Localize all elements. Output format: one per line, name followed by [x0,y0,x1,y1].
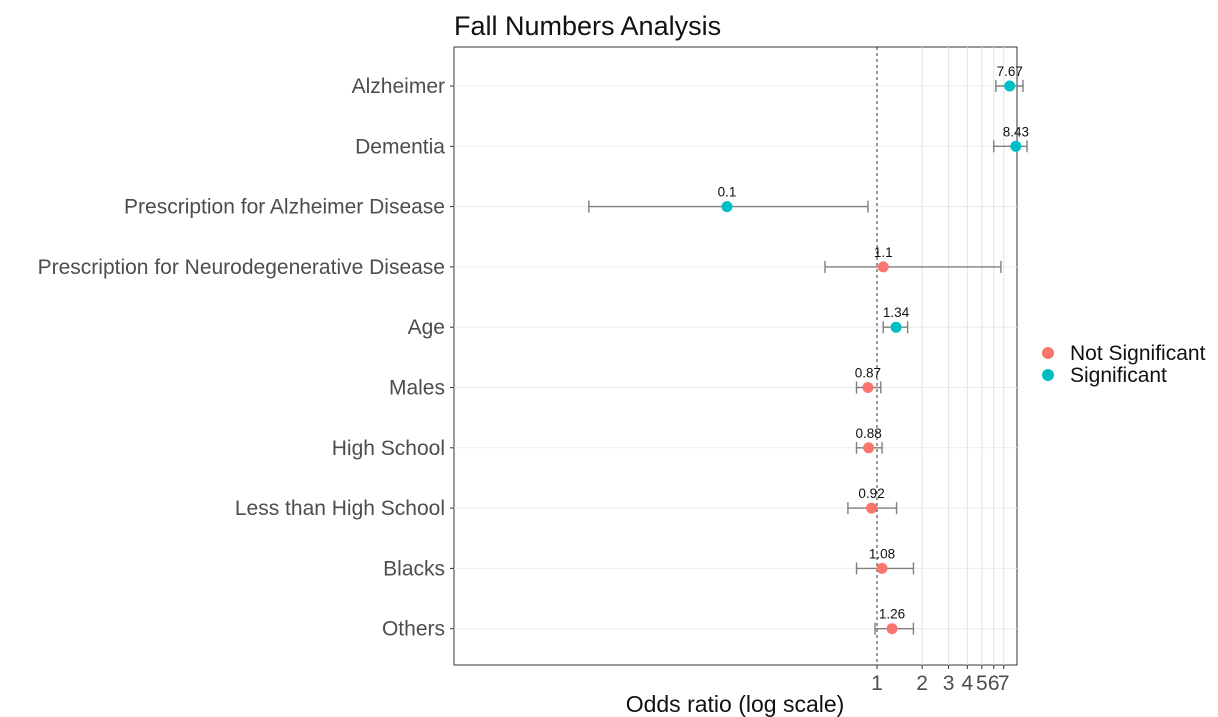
y-tick-label: High School [332,437,445,460]
y-tick-label: Dementia [355,135,445,158]
y-tick-label: Age [408,316,445,339]
data-point [876,562,888,574]
data-label: 1.26 [879,607,905,622]
data-point [890,321,902,333]
legend-label: Not Significant [1070,342,1206,365]
data-labels: 7.67 8.43 0.1 1.1 1.34 0.87 0.88 0.92 1.08 1.26 [718,64,1029,622]
y-tick-label: Less than High School [235,497,445,520]
x-tick-label: 4 [961,672,973,695]
plot-panel [453,46,1018,666]
x-tick-label: 3 [943,672,955,695]
x-tick-label: 7 [998,672,1010,695]
data-label: 0.1 [718,185,737,200]
y-tick-label: Prescription for Alzheimer Disease [124,196,445,219]
data-point [862,382,874,393]
data-label: 1.34 [883,305,910,320]
data-point [886,623,898,635]
data-label: 0.87 [855,366,881,381]
x-tick-label: 1 [871,672,883,695]
x-axis-ticks: 1 2 3 4 5 67 [871,665,1010,695]
data-label: 1.08 [869,546,895,561]
y-tick-label: Alzheimer [352,75,445,98]
legend-key [1042,347,1054,359]
data-point [1010,140,1022,152]
points [721,80,1022,635]
y-tick-label: Blacks [383,557,445,580]
x-tick-label: 5 [976,672,988,695]
y-tick-label: Males [389,377,445,400]
legend-key [1042,369,1054,381]
x-tick-label: 2 [916,672,928,695]
y-axis-labels: Alzheimer Dementia Prescription for Alzhei… [38,75,454,641]
gridlines [454,47,1017,665]
data-label: 0.92 [858,486,884,501]
data-point [877,261,889,273]
y-tick-label: Prescription for Neurodegenerative Disea… [38,256,445,279]
y-tick-label: Others [382,618,445,641]
legend-label: Significant [1070,364,1167,387]
data-label: 8.43 [1003,124,1029,139]
chart-title: Fall Numbers Analysis [454,11,722,41]
x-tick-label: 6 [988,672,1000,695]
data-point [866,502,878,514]
data-point [1004,80,1016,92]
data-label: 0.88 [856,426,882,441]
data-point [863,442,875,454]
data-label: 7.67 [997,64,1023,79]
data-point [721,201,733,213]
data-label: 1.1 [874,245,893,260]
x-axis-title: Odds ratio (log scale) [626,691,845,717]
